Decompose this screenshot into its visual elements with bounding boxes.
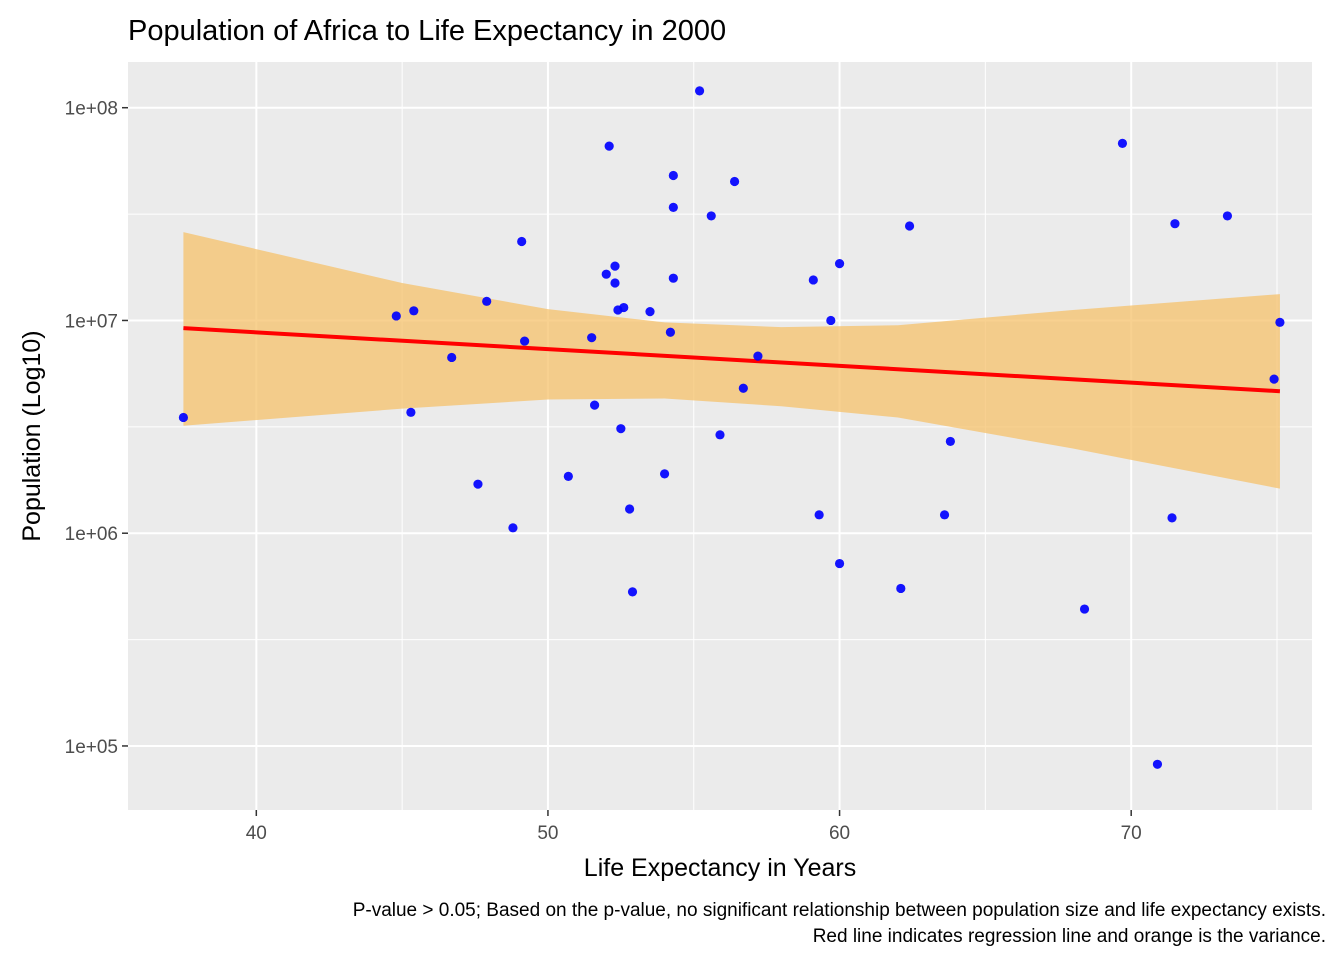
data-point xyxy=(601,269,611,279)
data-point xyxy=(668,273,678,283)
data-point xyxy=(563,471,573,481)
data-point xyxy=(627,587,638,597)
data-point xyxy=(668,170,678,181)
data-point xyxy=(826,315,836,326)
data-point xyxy=(587,333,597,343)
data-point xyxy=(834,558,845,569)
x-tick-label: 40 xyxy=(246,823,267,844)
data-point xyxy=(473,479,483,489)
data-point xyxy=(610,261,620,271)
x-tick-label: 50 xyxy=(537,823,558,844)
x-axis-title: Life Expectancy in Years xyxy=(584,854,856,882)
data-point xyxy=(1275,317,1285,327)
data-point xyxy=(659,469,670,479)
data-point xyxy=(738,383,748,393)
data-point xyxy=(604,141,614,151)
data-point xyxy=(517,236,527,247)
data-point xyxy=(610,278,620,288)
data-point xyxy=(706,211,716,221)
data-point xyxy=(406,407,416,417)
axis-ticks: 40 50 60 70 1e+05 1e+06 1e+07 1e+08 xyxy=(65,99,1142,844)
data-point xyxy=(616,424,626,434)
y-axis-title: Population (Log10) xyxy=(18,330,46,541)
data-point xyxy=(482,296,492,306)
y-tick-label: 1e+06 xyxy=(65,524,118,545)
regression-line-group xyxy=(183,326,1281,394)
x-tick-label: 70 xyxy=(1121,823,1142,844)
chart-title: Population of Africa to Life Expectancy … xyxy=(128,15,726,47)
data-point xyxy=(814,510,824,520)
data-point xyxy=(619,302,629,313)
data-point xyxy=(1269,374,1279,384)
y-tick-label: 1e+05 xyxy=(65,737,118,758)
data-point xyxy=(1152,759,1163,769)
regression-line xyxy=(183,326,1281,394)
caption-line-2: Red line indicates regression line and o… xyxy=(813,926,1326,947)
data-point xyxy=(715,430,725,440)
data-point xyxy=(520,336,530,346)
caption-line-1: P-value > 0.05; Based on the p-value, no… xyxy=(353,900,1326,921)
data-point xyxy=(590,400,600,410)
data-point xyxy=(1079,604,1090,614)
data-point xyxy=(645,307,655,317)
data-point xyxy=(1167,513,1177,523)
data-point xyxy=(694,86,705,96)
y-tick-label: 1e+08 xyxy=(65,99,118,120)
data-point xyxy=(625,504,635,514)
data-point xyxy=(945,436,955,447)
data-point xyxy=(834,259,845,269)
data-point xyxy=(753,351,763,361)
data-point xyxy=(904,221,915,231)
data-point xyxy=(729,176,740,187)
data-point xyxy=(178,412,189,423)
y-tick-label: 1e+07 xyxy=(65,311,118,332)
data-point xyxy=(409,306,419,316)
data-point xyxy=(1117,138,1128,148)
data-point xyxy=(808,275,818,285)
data-point xyxy=(1222,211,1233,221)
data-point xyxy=(668,202,678,212)
data-point xyxy=(939,510,950,520)
data-point xyxy=(447,352,457,363)
data-point xyxy=(665,327,676,337)
data-point xyxy=(1170,219,1180,229)
data-point xyxy=(896,583,906,594)
data-point xyxy=(508,523,518,533)
data-point xyxy=(391,311,401,321)
x-tick-label: 60 xyxy=(829,823,850,844)
data-points xyxy=(178,86,1285,769)
